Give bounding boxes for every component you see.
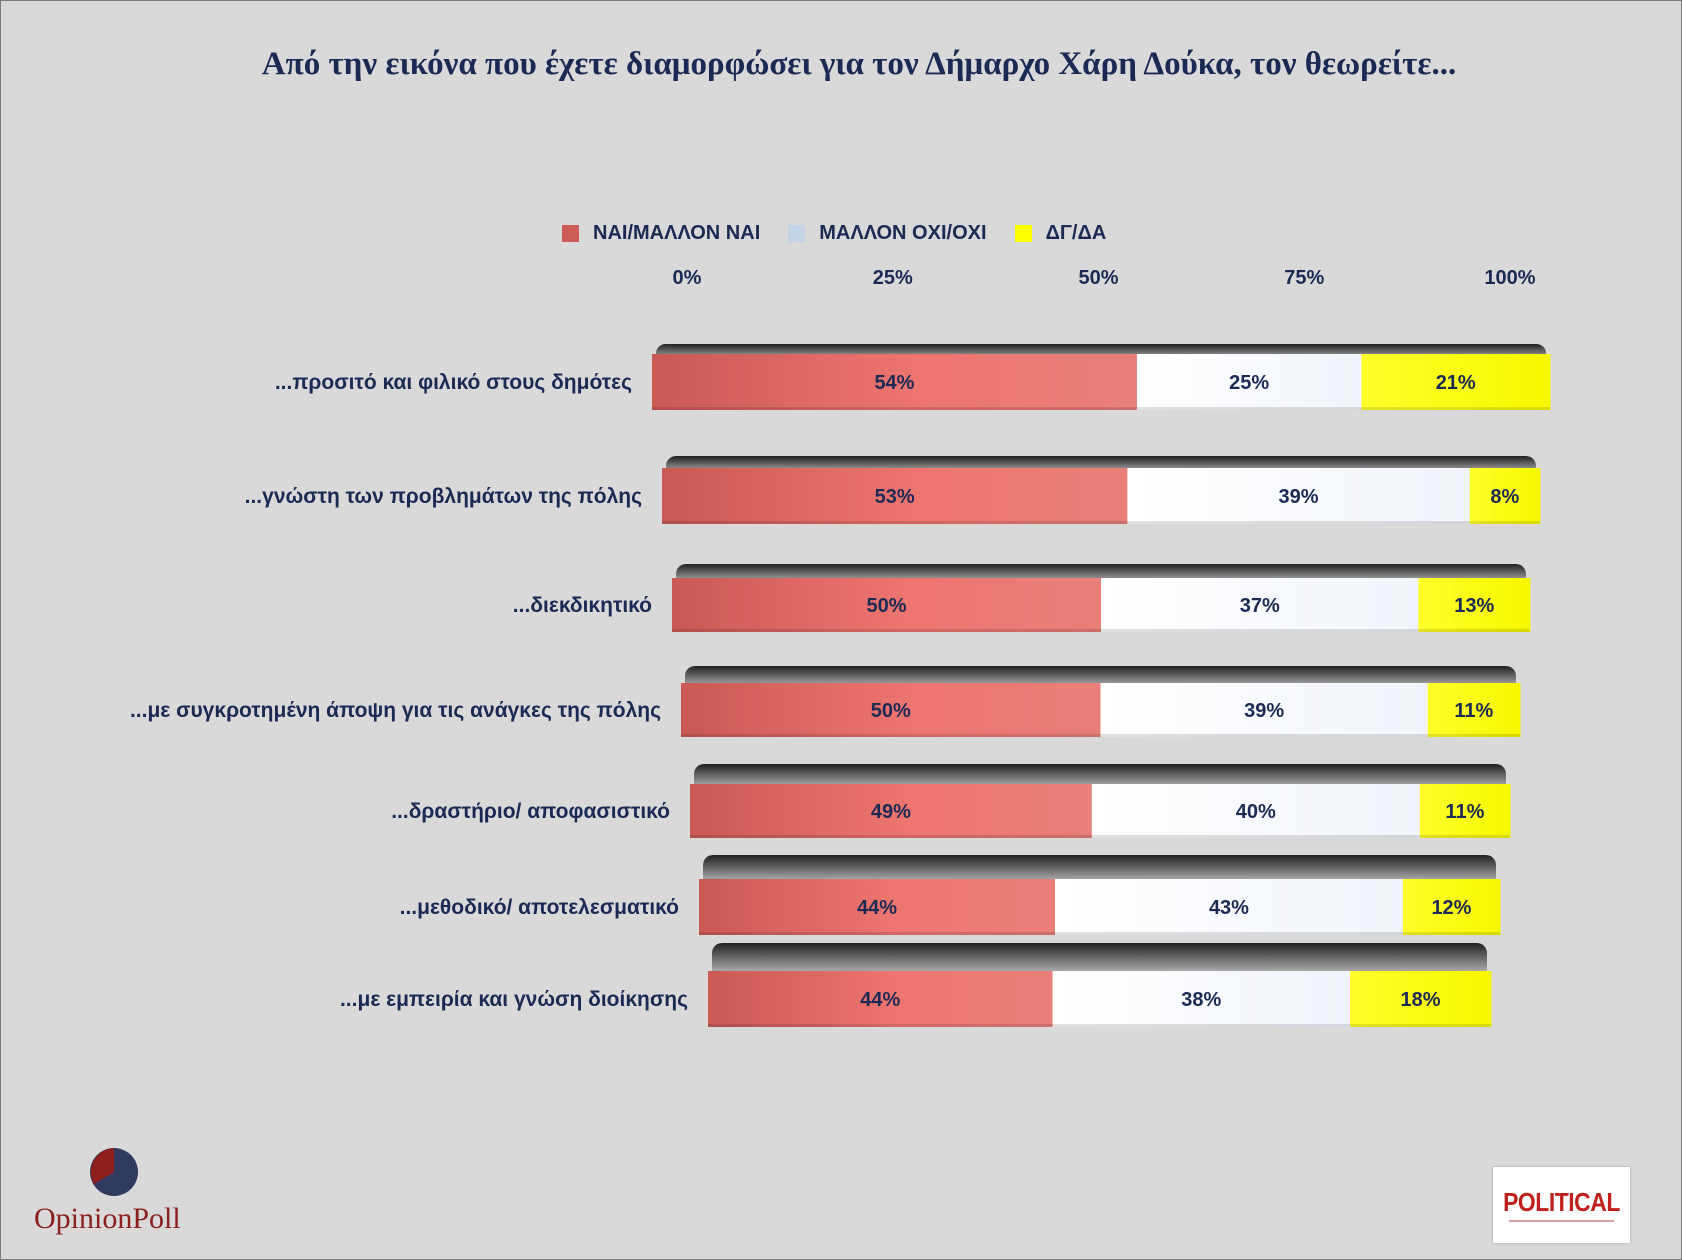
opinionpoll-logo-text: OpinionPoll xyxy=(34,1202,181,1235)
data-label-no: 25% xyxy=(1229,372,1269,394)
bar-segment-no xyxy=(1101,578,1419,632)
data-label-no: 40% xyxy=(1236,801,1276,823)
legend-label-yes: ΝΑΙ/ΜΑΛΛΟΝ ΝΑΙ xyxy=(593,222,761,244)
bar-segment-dk xyxy=(1402,879,1501,935)
data-label-no: 39% xyxy=(1244,700,1284,722)
bar-row: 50% 39% 11% xyxy=(681,666,1521,737)
bar-segment-yes xyxy=(708,971,1054,1027)
bar-bottom-shade xyxy=(652,407,1550,410)
category-label: ...διεκδικητικό xyxy=(513,594,652,617)
bar-segment-dk xyxy=(1350,971,1492,1027)
data-label-no: 37% xyxy=(1240,595,1280,617)
bar-segment-dk xyxy=(1418,578,1531,632)
bar-bottom-shade xyxy=(681,734,1520,737)
bar-bottom-shade xyxy=(699,932,1500,935)
political-logo-text: POLITICAL xyxy=(1503,1187,1620,1217)
data-label-dk: 11% xyxy=(1445,801,1484,823)
bar-segment-yes xyxy=(699,879,1056,935)
bar-segment-yes xyxy=(662,468,1128,524)
x-tick-label: 75% xyxy=(1284,267,1324,289)
category-label: ...μεθοδικό/ αποτελεσματικό xyxy=(400,896,679,919)
bar-row: 54% 25% 21% xyxy=(652,344,1551,410)
bar-segment-yes xyxy=(681,683,1101,737)
political-logo-underline xyxy=(1509,1220,1614,1222)
x-tick-label: 0% xyxy=(673,267,702,289)
data-label-dk: 13% xyxy=(1454,595,1494,617)
data-label-no: 43% xyxy=(1209,897,1249,919)
pie-logo-icon xyxy=(90,1148,138,1196)
bar-row: 49% 40% 11% xyxy=(690,764,1511,838)
x-tick-label: 100% xyxy=(1484,267,1535,289)
legend-item-no: ΜΑΛΛΟΝ ΟΧΙ/ΟΧΙ xyxy=(788,222,987,245)
bar-bottom-shade xyxy=(708,1024,1491,1027)
data-label-no: 39% xyxy=(1279,486,1319,508)
bar-segment-dk xyxy=(1469,468,1541,524)
data-label-yes: 54% xyxy=(874,372,914,394)
bar-bottom-shade xyxy=(690,835,1510,838)
data-label-dk: 21% xyxy=(1436,372,1476,394)
political-logo: POLITICAL xyxy=(1493,1167,1630,1243)
bar-bottom-shade xyxy=(662,521,1540,524)
category-label: ...με συγκροτημένη άποψη για τις ανάγκες… xyxy=(130,699,661,722)
bar-segment-no xyxy=(1091,784,1421,838)
bar-top-face xyxy=(712,943,1487,979)
legend-label-dk: ΔΓ/ΔΑ xyxy=(1045,222,1107,244)
bars: 54% 25% 21% 53% 39% 8% 50% 37% 13% 50% 39% 11% 49% 40… xyxy=(652,344,1551,1027)
bar-row: 50% 37% 13% xyxy=(672,564,1531,632)
category-label: ...γνώστη των προβλημάτων της πόλης xyxy=(245,485,642,508)
bar-row: 53% 39% 8% xyxy=(662,456,1541,524)
bar-row: 44% 43% 12% xyxy=(699,855,1501,935)
legend-swatch-dk xyxy=(1014,225,1032,242)
category-label: ...προσιτό και φιλικό στους δημότες xyxy=(275,371,632,394)
data-label-dk: 8% xyxy=(1490,486,1519,508)
bar-segment-dk xyxy=(1361,354,1551,410)
data-label-yes: 50% xyxy=(866,595,906,617)
bar-segment-yes xyxy=(690,784,1093,838)
x-axis-ticks: 0% 25% 50% 75% 100% xyxy=(673,267,1536,289)
bar-segment-no xyxy=(1055,879,1404,935)
x-tick-label: 50% xyxy=(1078,267,1118,289)
bar-segment-dk xyxy=(1427,683,1521,737)
bar-segment-dk xyxy=(1419,784,1511,838)
bar-segment-no xyxy=(1052,971,1351,1027)
data-label-dk: 12% xyxy=(1431,897,1471,919)
data-label-yes: 44% xyxy=(860,989,900,1011)
data-label-yes: 50% xyxy=(871,700,911,722)
bar-segment-yes xyxy=(672,578,1102,632)
x-tick-label: 25% xyxy=(873,267,913,289)
category-labels: ...προσιτό και φιλικό στους δημότες ...γν… xyxy=(130,371,688,1011)
data-label-no: 38% xyxy=(1181,989,1221,1011)
bar-segment-no xyxy=(1127,468,1471,524)
bar-row: 44% 38% 18% xyxy=(708,943,1492,1027)
legend-label-no: ΜΑΛΛΟΝ ΟΧΙ/ΟΧΙ xyxy=(819,222,987,244)
chart-title: Από την εικόνα που έχετε διαμορφώσει για… xyxy=(261,46,1457,82)
data-label-yes: 49% xyxy=(871,801,911,823)
bar-segment-yes xyxy=(652,354,1138,410)
legend-swatch-no xyxy=(788,225,806,242)
data-label-yes: 44% xyxy=(857,897,897,919)
data-label-dk: 11% xyxy=(1454,700,1493,722)
legend-item-yes: ΝΑΙ/ΜΑΛΛΟΝ ΝΑΙ xyxy=(562,222,760,245)
bar-segment-no xyxy=(1100,683,1429,737)
data-label-yes: 53% xyxy=(875,486,915,508)
chart-legend: ΝΑΙ/ΜΑΛΛΟΝ ΝΑΙ ΜΑΛΛΟΝ ΟΧΙ/ΟΧΙ ΔΓ/ΔΑ xyxy=(562,222,1134,245)
legend-swatch-yes xyxy=(562,225,579,242)
legend-item-dk: ΔΓ/ΔΑ xyxy=(1014,222,1107,245)
category-label: ...δραστήριο/ αποφασιστικό xyxy=(391,800,670,823)
bar-bottom-shade xyxy=(672,629,1530,632)
data-label-dk: 18% xyxy=(1401,989,1441,1011)
bar-segment-no xyxy=(1136,354,1362,410)
category-label: ...με εμπειρία και γνώση διοίκησης xyxy=(340,988,688,1011)
